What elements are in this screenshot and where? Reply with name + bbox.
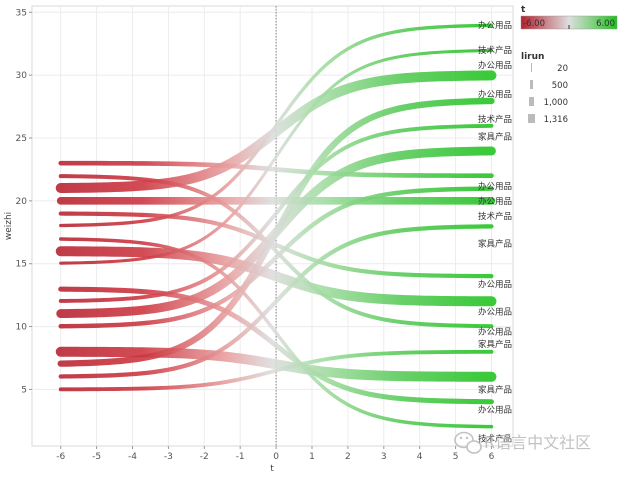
end-label: 技术产品 xyxy=(478,434,512,445)
y-tick-label: 25 xyxy=(16,134,27,144)
x-tick-label: 6 xyxy=(489,452,495,462)
x-tick-label: 3 xyxy=(381,452,387,462)
size-legend-swatch-1 xyxy=(531,63,532,72)
watermark-text: R语言中文社区 xyxy=(484,433,591,452)
flow-line-6 xyxy=(55,246,497,307)
flow-line-10 xyxy=(56,146,496,319)
size-legend-title: lirun xyxy=(521,52,544,62)
flow-lines xyxy=(55,23,497,429)
color-legend: t -6.00 6.00 xyxy=(520,5,618,30)
size-legend-label-1: 20 xyxy=(557,64,568,74)
flow-line-8 xyxy=(58,286,494,405)
size-legend-swatch-3 xyxy=(529,97,534,106)
size-legend-swatch-4 xyxy=(528,114,535,123)
x-axis-ticks: -6 -5 -4 -3 -2 -1 0 1 2 3 4 5 6 xyxy=(56,446,495,462)
flow-line-2 xyxy=(55,70,497,194)
end-label: 家具产品 xyxy=(478,384,512,395)
flow-line-9 xyxy=(58,123,494,303)
y-axis-title: weizhi xyxy=(4,212,14,240)
end-label: 家具产品 xyxy=(478,132,512,143)
flow-line-12 xyxy=(55,346,497,382)
end-labels: 办公用品技术产品办公用品办公用品技术产品家具产品办公用品办公用品技术产品家具产品… xyxy=(478,20,512,445)
flow-line-15 xyxy=(58,349,494,392)
x-tick-label: -2 xyxy=(200,452,209,462)
x-tick-label: -1 xyxy=(236,452,245,462)
wechat-icon xyxy=(454,431,482,454)
end-label: 办公用品 xyxy=(478,60,512,71)
flow-line-14 xyxy=(58,224,494,379)
size-legend-label-2: 500 xyxy=(552,81,568,91)
x-tick-label: 5 xyxy=(453,452,459,462)
end-label: 技术产品 xyxy=(478,211,512,222)
size-legend-swatch-2 xyxy=(530,80,533,89)
end-label: 办公用品 xyxy=(478,405,512,416)
y-tick-label: 30 xyxy=(16,71,28,81)
y-tick-label: 35 xyxy=(16,8,27,18)
flow-line-16 xyxy=(58,174,494,329)
y-tick-label: 20 xyxy=(16,197,28,207)
watermark: R语言中文社区 xyxy=(454,431,591,454)
x-tick-label: -5 xyxy=(92,452,101,462)
x-tick-label: 0 xyxy=(273,452,279,462)
flow-line-11 xyxy=(58,186,494,329)
x-tick-label: -3 xyxy=(164,452,173,462)
flow-line-7 xyxy=(59,48,493,265)
end-label: 家具产品 xyxy=(478,239,512,250)
x-tick-label: -6 xyxy=(56,452,65,462)
x-tick-label: 2 xyxy=(345,452,351,462)
end-label: 技术产品 xyxy=(478,45,512,56)
y-tick-label: 5 xyxy=(21,385,27,395)
color-legend-min: -6.00 xyxy=(523,19,545,29)
flow-line-4 xyxy=(58,211,494,279)
flow-line-1 xyxy=(58,160,494,178)
end-label: 办公用品 xyxy=(478,279,512,290)
size-legend: lirun 20 500 1,000 1,316 xyxy=(521,52,568,125)
end-label: 技术产品 xyxy=(478,114,512,125)
end-label: 办公用品 xyxy=(478,20,512,31)
end-label: 办公用品 xyxy=(478,181,512,192)
color-legend-max: 6.00 xyxy=(596,19,615,29)
size-legend-label-4: 1,316 xyxy=(544,115,568,125)
x-axis-title: t xyxy=(270,464,274,474)
color-legend-title: t xyxy=(521,5,526,15)
x-tick-label: -4 xyxy=(128,452,137,462)
y-tick-label: 15 xyxy=(16,260,27,270)
end-label: 办公用品 xyxy=(478,196,512,207)
size-legend-label-3: 1,000 xyxy=(544,98,568,108)
end-label: 办公用品 xyxy=(478,307,512,318)
y-axis-ticks: 5 10 15 20 25 30 35 xyxy=(16,8,32,395)
end-label: 办公用品 xyxy=(478,89,512,100)
end-label: 家具产品 xyxy=(478,339,512,350)
y-tick-label: 10 xyxy=(16,323,28,333)
end-label: 办公用品 xyxy=(478,327,512,338)
flow-line-17 xyxy=(58,237,494,429)
x-tick-label: 1 xyxy=(309,452,315,462)
x-tick-label: 4 xyxy=(417,452,423,462)
